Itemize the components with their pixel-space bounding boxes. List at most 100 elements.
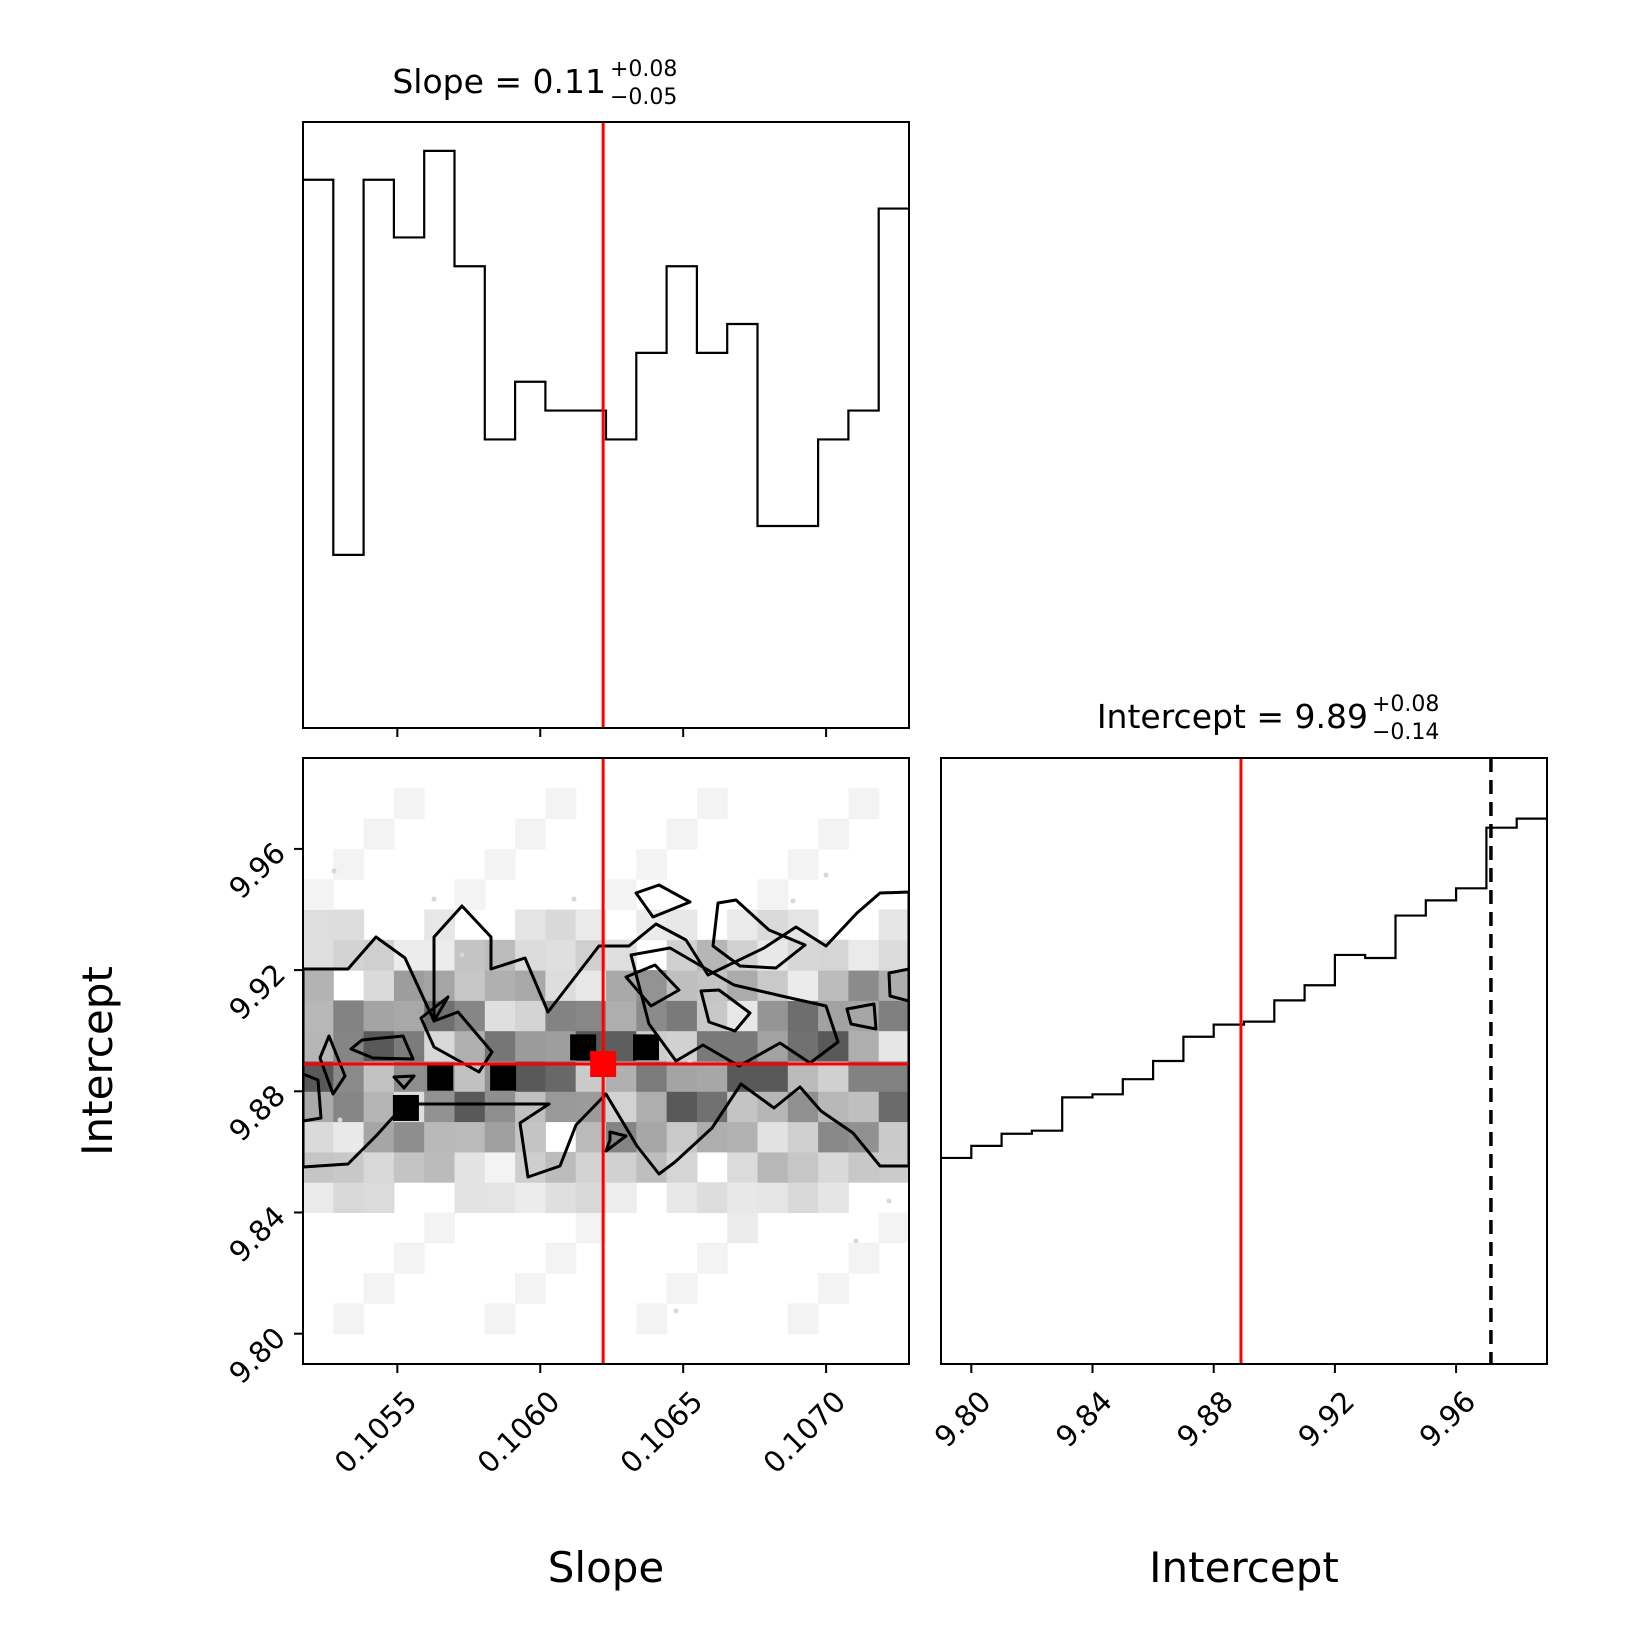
density-cell bbox=[363, 1121, 395, 1153]
joint-truth-marker bbox=[590, 1051, 617, 1078]
density-cell bbox=[333, 1151, 365, 1183]
density-cell bbox=[545, 909, 577, 941]
density-cell bbox=[575, 1212, 607, 1244]
density-cell bbox=[636, 848, 668, 880]
density-cell bbox=[575, 970, 607, 1001]
x-tick-label: 0.1065 bbox=[614, 1384, 710, 1480]
density-cell bbox=[787, 1061, 819, 1092]
density-cell bbox=[545, 1061, 577, 1092]
density-cell bbox=[575, 1121, 607, 1153]
density-cell bbox=[303, 939, 334, 971]
density-cell bbox=[393, 970, 425, 1001]
slope-title: Slope = 0.11 bbox=[392, 62, 606, 101]
peak-marker bbox=[633, 1034, 660, 1061]
density-cell bbox=[424, 1121, 455, 1153]
density-cell bbox=[636, 1061, 668, 1092]
intercept-x-ticks: 9.80 9.84 9.88 9.92 9.96 bbox=[928, 1364, 1482, 1454]
density-cell bbox=[878, 1030, 909, 1062]
density-cell bbox=[606, 1151, 637, 1183]
density-cell bbox=[424, 939, 455, 971]
joint-heatmap-panel: 0.1055 0.1060 0.1065 0.1070 9.80 9.84 9.88 9.9… bbox=[73, 757, 910, 1592]
contour-inner-5 bbox=[711, 898, 807, 970]
y-tick-label: 9.92 bbox=[222, 957, 292, 1027]
contour-inner-2 bbox=[349, 1034, 415, 1061]
density-cell bbox=[727, 1212, 758, 1244]
density-cell bbox=[787, 1303, 819, 1335]
y-tick-label: 9.88 bbox=[222, 1078, 292, 1148]
density-cell bbox=[303, 879, 334, 910]
y-tick-label: 9.96 bbox=[222, 836, 292, 906]
density-cell bbox=[303, 1182, 334, 1213]
slope-axis-label: Slope bbox=[548, 1543, 665, 1592]
density-cell bbox=[424, 1091, 455, 1123]
density-cell bbox=[636, 1121, 668, 1153]
slope-histogram-frame bbox=[302, 121, 910, 729]
intercept-histogram-step bbox=[941, 817, 1547, 1160]
x-tick-label: 9.80 bbox=[928, 1384, 998, 1454]
sample-dot bbox=[790, 898, 796, 904]
density-cell bbox=[515, 1182, 546, 1213]
density-cell bbox=[848, 970, 880, 1001]
peak-marker bbox=[490, 1064, 517, 1091]
density-cell bbox=[696, 1242, 728, 1274]
density-cell bbox=[818, 1091, 849, 1123]
density-cell bbox=[848, 788, 880, 820]
density-cell bbox=[333, 1303, 365, 1335]
density-cell bbox=[787, 1000, 819, 1032]
density-cell bbox=[333, 1091, 365, 1123]
density-cell bbox=[666, 1000, 698, 1032]
density-cell bbox=[333, 909, 365, 941]
density-cell bbox=[848, 1061, 880, 1092]
density-cell bbox=[545, 939, 577, 971]
density-cell bbox=[787, 1091, 819, 1123]
intercept-title-lower-error: −0.14 bbox=[1372, 720, 1439, 745]
density-cell bbox=[878, 1091, 909, 1123]
density-cell bbox=[878, 909, 909, 941]
density-cell bbox=[454, 939, 486, 971]
density-cell bbox=[545, 1151, 577, 1183]
density-cell bbox=[363, 1000, 395, 1032]
density-cell bbox=[727, 1121, 758, 1153]
intercept-histogram-panel: Intercept = 9.89 +0.08 −0.14 9.80 9.84 9.8… bbox=[928, 692, 1548, 1592]
intercept-title: Intercept = 9.89 bbox=[1097, 697, 1368, 736]
density-cell bbox=[666, 909, 698, 941]
density-cell bbox=[484, 970, 516, 1001]
density-cell bbox=[848, 939, 880, 971]
density-cell bbox=[727, 1151, 758, 1183]
density-cell bbox=[848, 1242, 880, 1274]
density-cell bbox=[818, 970, 849, 1001]
density-cell bbox=[696, 1061, 728, 1092]
density-cell bbox=[666, 970, 698, 1001]
density-cell bbox=[787, 970, 819, 1001]
peak-marker bbox=[392, 1094, 419, 1121]
contour-inner-7 bbox=[699, 988, 752, 1033]
density-cell bbox=[424, 1151, 455, 1183]
density-cell bbox=[818, 1151, 849, 1183]
density-cell bbox=[757, 1151, 789, 1183]
contour-outer bbox=[303, 890, 909, 1179]
density-cell bbox=[575, 1091, 607, 1123]
density-cell bbox=[424, 909, 455, 941]
density-cell bbox=[787, 1151, 819, 1183]
density-cell bbox=[363, 1061, 395, 1092]
density-cell bbox=[363, 970, 395, 1001]
density-cell bbox=[515, 909, 546, 941]
intercept-y-ticks: 9.80 9.84 9.88 9.92 9.96 bbox=[222, 836, 303, 1390]
slope-histogram-step bbox=[303, 149, 909, 556]
density-cell bbox=[545, 788, 577, 820]
density-cell bbox=[606, 1000, 637, 1032]
density-cell bbox=[303, 970, 334, 1001]
density-cell bbox=[727, 1030, 758, 1062]
x-tick-label: 0.1070 bbox=[757, 1384, 853, 1480]
density-cell bbox=[303, 1000, 334, 1032]
density-cell bbox=[484, 1091, 516, 1123]
density-cell bbox=[515, 818, 546, 850]
density-cell bbox=[666, 1182, 698, 1213]
density-cell bbox=[575, 1182, 607, 1213]
density-cell bbox=[484, 1000, 516, 1032]
density-cell bbox=[575, 909, 607, 941]
density-cell bbox=[848, 1151, 880, 1183]
density-cell bbox=[575, 1000, 607, 1032]
density-cell bbox=[484, 1182, 516, 1213]
density-cell bbox=[757, 1000, 789, 1032]
